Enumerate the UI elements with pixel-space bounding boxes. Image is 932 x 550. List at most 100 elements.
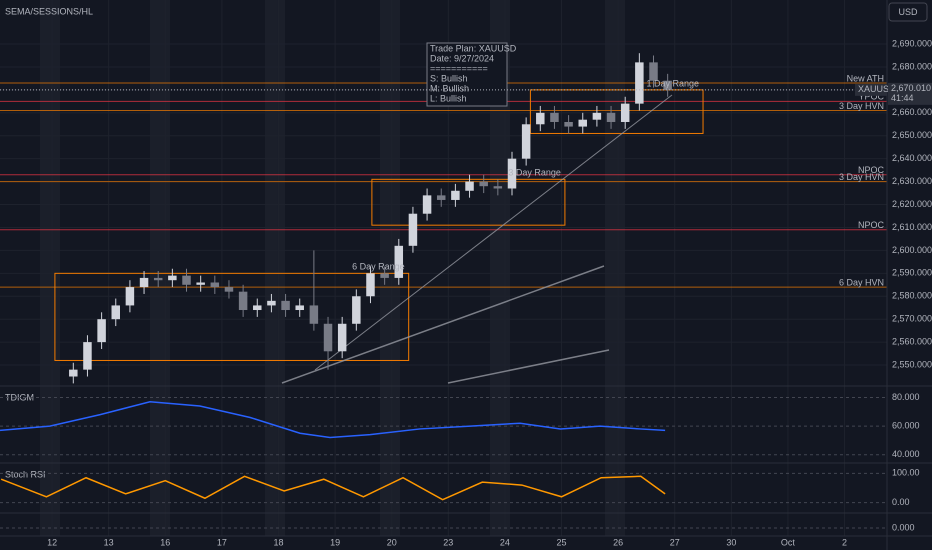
candle-body [337,323,347,352]
y-tick-label: 2,590.000 [892,268,932,278]
y-tick-label: 80.000 [892,392,920,402]
candle-body [168,275,177,281]
candle-body [238,291,248,311]
candle-body [436,195,446,200]
x-tick-label: 27 [670,537,680,547]
range-label: 3 Day Range [508,168,561,178]
candle-body [281,300,290,311]
range-label: 6 Day Range [352,262,405,272]
candle-body [210,282,220,288]
y-tick-label: 2,550.000 [892,359,932,369]
level-label: NPOC [858,165,885,175]
candle-body [536,112,545,125]
candle-body [564,121,573,127]
level-label: NPOC [858,220,885,230]
trendline [447,349,610,384]
x-tick-label: 12 [47,537,57,547]
candle-body [649,62,658,81]
candle-body [394,245,404,278]
y-tick-label: 0.00 [892,497,910,507]
trendlines [281,94,673,384]
stripe [265,0,285,536]
range-box [371,178,566,226]
currency-button[interactable] [888,2,928,22]
level-label: YPOC [858,92,884,102]
level-label: 3 Day HVN [839,172,884,182]
candle-body [479,181,488,187]
trade-plan-line: S: Bullish [430,73,468,83]
candle-body [493,186,503,189]
y-tick-label: 40.000 [892,449,920,459]
trade-plan [426,42,508,107]
symbol-label: XAUUSD [858,84,896,94]
level-label: New ATH [847,73,884,83]
indicator-line [0,475,666,501]
stripe [40,0,60,536]
trade-plan-line: Trade Plan: XAUUSD [430,43,517,53]
range-label: 1 Day Range [646,78,699,88]
trade-plan-box [426,42,508,107]
y-tick-label: 2,610.000 [892,222,932,232]
y-tick-label: 2,580.000 [892,291,932,301]
y-tick-label: 60.000 [892,420,920,430]
candle-body [267,300,276,306]
x-tick-label: 16 [160,537,170,547]
y-tick-label: 2,650.000 [892,130,932,140]
x-tick-label: Oct [781,537,796,547]
stripe [380,0,400,536]
candle-body [592,112,602,120]
pane-title: Stoch RSI [5,469,46,479]
y-tick-label: 2,630.000 [892,176,932,186]
candle-body [253,305,262,311]
candle-body [125,287,135,306]
candle-body [380,273,389,278]
range-box [54,272,410,361]
trade-plan-line: Date: 9/27/2024 [430,53,494,63]
trendline [281,265,605,384]
level-label: 3 Day HVN [839,101,884,111]
x-tick-label: 20 [387,537,397,547]
candle-body [521,124,531,159]
y-tick-label: 2,660.000 [892,107,932,117]
candles [69,53,672,384]
x-tick-label: 24 [500,537,510,547]
y-tick-label: 2,620.000 [892,199,932,209]
candle-body [139,277,149,288]
price-label: 2,670.010 [891,83,931,93]
candle-body [111,305,121,320]
trade-plan-line: L: Bullish [430,93,467,103]
candle-body [451,190,460,200]
symbol-tag [855,83,887,96]
countdown-label: 41:44 [891,93,914,103]
candle-body [182,275,191,285]
candle-body [663,80,672,90]
candle-body [620,103,630,122]
trade-plan-line: M: Bullish [430,83,469,93]
candle-body [408,213,418,246]
candle-body [83,342,92,370]
range-box [529,89,704,134]
candle-body [309,305,319,324]
y-tick-label: 0.000 [892,522,915,532]
candle-body [323,323,333,352]
stripe [150,0,170,536]
candle-body [606,112,616,122]
candle-body [196,282,205,285]
candle-body [224,287,234,292]
x-tick-label: 2 [842,537,847,547]
candle-body [352,296,361,324]
y-tick-label: 2,560.000 [892,336,932,346]
indicator-title: SEMA/SESSIONS/HL [5,6,93,16]
trade-plan-line: =========== [430,63,488,73]
trendline [314,94,673,371]
candle-body [507,158,517,189]
candle-body [635,62,644,104]
currency-label[interactable]: USD [898,7,918,17]
x-tick-label: 30 [726,537,736,547]
candle-body [422,195,432,214]
indicator-line [0,400,666,439]
x-tick-label: 18 [273,537,283,547]
candle-body [153,277,163,281]
